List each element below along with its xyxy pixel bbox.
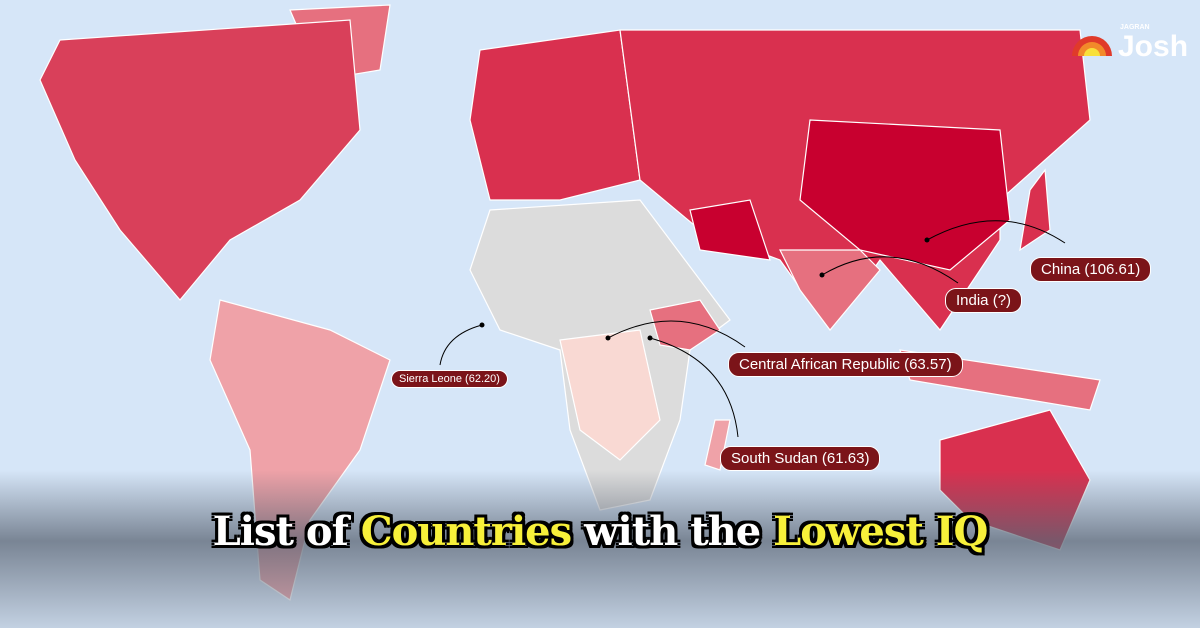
title-part-3: with the xyxy=(584,508,761,555)
sierra-leone-marker xyxy=(479,322,485,328)
label-central-african-republic: Central African Republic (63.57) xyxy=(728,352,963,377)
sierra-leone-arrow xyxy=(439,324,483,366)
iran xyxy=(689,199,771,261)
logo-brand: Josh xyxy=(1118,30,1189,63)
title-part-4: Lowest IQ xyxy=(773,508,988,555)
china-marker xyxy=(924,237,930,243)
logo-wordmark: JAGRAN Josh xyxy=(1118,24,1188,62)
central-africa xyxy=(559,329,661,461)
india xyxy=(779,249,881,331)
car-arrow xyxy=(607,320,746,348)
page-title: List of Countries with the Lowest IQ xyxy=(0,508,1200,555)
title-part-1: List of xyxy=(212,508,349,555)
car-marker xyxy=(605,335,611,341)
ethiopia xyxy=(649,299,721,351)
japan xyxy=(1019,168,1051,252)
china xyxy=(799,119,1011,271)
south-sudan-marker xyxy=(647,335,653,341)
label-china: China (106.61) xyxy=(1030,257,1152,282)
europe xyxy=(469,29,641,201)
china-arrow xyxy=(926,220,1066,244)
jagran-josh-logo: JAGRAN Josh xyxy=(1070,24,1188,62)
sun-logo-icon xyxy=(1072,36,1112,56)
title-shade xyxy=(0,470,1200,628)
label-india: India (?) xyxy=(945,288,1023,313)
india-marker xyxy=(819,272,825,278)
logo-sub: JAGRAN xyxy=(1120,24,1150,31)
label-south-sudan: South Sudan (61.63) xyxy=(720,446,881,471)
south-sudan-arrow xyxy=(649,337,739,438)
india-arrow xyxy=(821,256,959,284)
north-america xyxy=(39,19,361,301)
label-sierra-leone: Sierra Leone (62.20) xyxy=(391,370,508,388)
title-part-2: Countries xyxy=(360,508,572,555)
